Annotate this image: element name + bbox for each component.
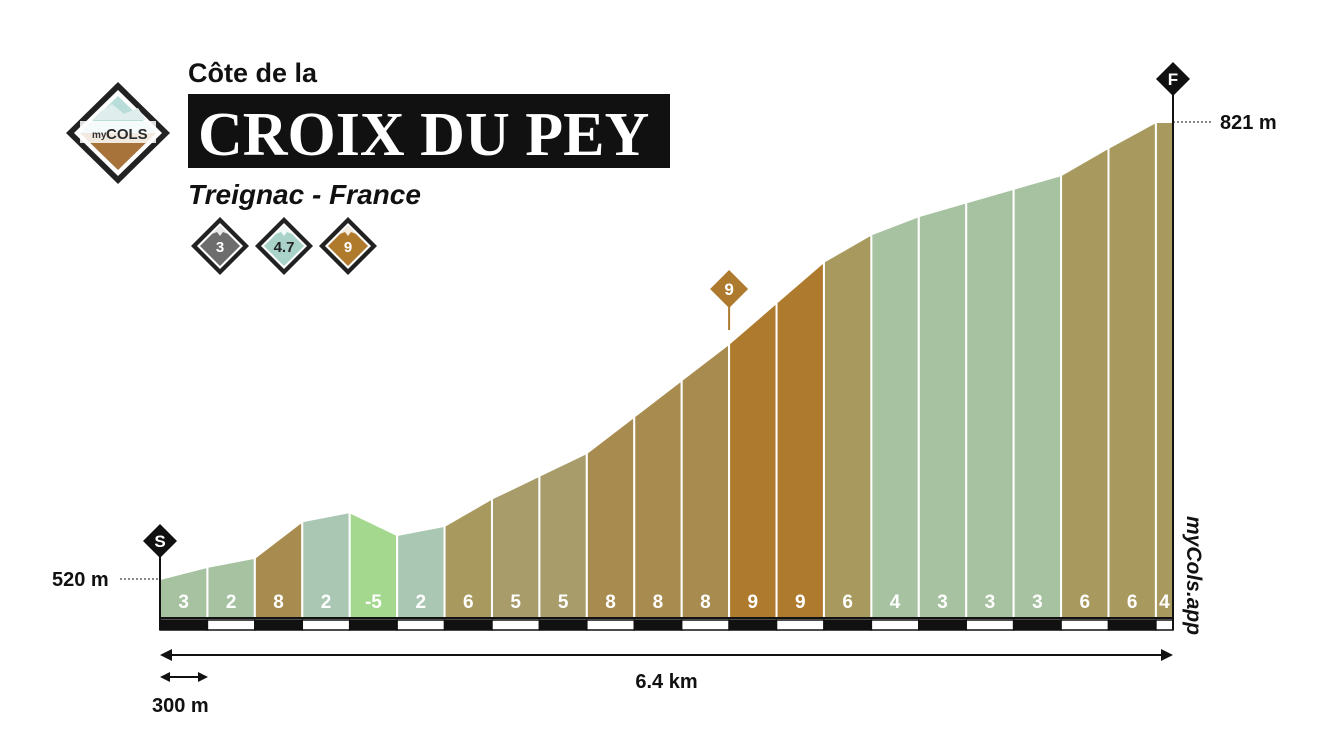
- scale-bar-tile: [775, 619, 825, 631]
- segment-gradient-label: 6: [463, 592, 474, 613]
- stat-badges: 3 4.7 9: [191, 217, 377, 275]
- gradient-segment: [917, 201, 968, 619]
- gradient-segment: [822, 232, 873, 619]
- title-banner: [188, 94, 670, 168]
- scale-bar-tile: [348, 619, 398, 631]
- scale-bar-tile: [870, 619, 920, 631]
- segment-gradient-label: 4: [1159, 592, 1170, 613]
- gradient-segment: [1060, 146, 1110, 619]
- segment-gradient-label: 3: [985, 592, 996, 613]
- brand-label: myCols.app: [1182, 516, 1205, 635]
- scale-bar-tile: [728, 619, 778, 631]
- gradient-segment: [870, 214, 920, 619]
- logo-text-cols: COLS: [106, 126, 148, 143]
- gradient-segment: [585, 414, 636, 619]
- logo-text-my: my: [92, 130, 107, 141]
- scale-bar-tile: [586, 619, 636, 631]
- scale-bar-tile: [254, 619, 304, 631]
- badge-fill: [264, 226, 304, 266]
- badge-peak: [212, 226, 228, 236]
- segment-gradient-label: 3: [178, 592, 189, 613]
- average-gradient-diamond-icon: 4.7: [255, 217, 313, 275]
- scale-bar-tile: [918, 619, 967, 631]
- gradient-segment: [728, 300, 778, 619]
- climb-location: Treignac - France: [188, 179, 421, 210]
- scale-bar-tile: [206, 619, 256, 631]
- scale-bar-tile: [159, 619, 209, 631]
- segment-gradient-label: 8: [605, 592, 616, 613]
- segment-gradient-label: 8: [273, 592, 284, 613]
- segment-gradient-label: 2: [321, 592, 332, 613]
- scale-bar-tile: [1107, 619, 1157, 631]
- finish-marker-shape: [1156, 62, 1190, 96]
- climb-subtitle: Côte de la: [188, 58, 318, 88]
- distance-arrow-left-icon: [160, 649, 172, 661]
- distance-label: 6.4 km: [635, 671, 697, 693]
- finish-elevation-label: 821 m: [1220, 112, 1277, 134]
- scale-bar-tile: [396, 619, 446, 631]
- scale-bar-tile: [1155, 619, 1174, 631]
- segment-gradient-label: 6: [1080, 592, 1091, 613]
- segment-gradient-label: 9: [795, 592, 806, 613]
- badge-value: 3: [216, 239, 224, 256]
- max-gradient-diamond-icon: 9: [319, 217, 377, 275]
- max-gradient-marker-shape: [710, 270, 749, 308]
- scale-bar-tile: [965, 619, 1015, 631]
- scale-bar-tile: [1060, 619, 1110, 631]
- gradient-segment: [680, 341, 731, 619]
- gradient-segment: [775, 259, 825, 619]
- start-marker-shape: [143, 524, 177, 558]
- scale-bar-tile: [301, 619, 351, 631]
- badge-value: 4.7: [274, 239, 295, 256]
- scale-bar-tile: [491, 619, 541, 631]
- scale-bar-tile: [1012, 619, 1062, 631]
- climb-title: CROIX DU PEY: [198, 101, 649, 169]
- scale-bar-tile: [538, 619, 588, 631]
- segment-gradient-label: 8: [653, 592, 664, 613]
- scale-bar-tile: [680, 619, 730, 631]
- difficulty-diamond-icon: 3: [191, 217, 249, 275]
- gradient-segment: [965, 187, 1015, 619]
- max-gradient-marker: 9: [710, 270, 749, 308]
- gradient-segment: [1012, 173, 1063, 619]
- segment-gradient-label: 5: [510, 592, 521, 613]
- start-marker-label: S: [154, 532, 165, 551]
- segment-gradient-label: 3: [937, 592, 948, 613]
- scale-bar-tile: [633, 619, 683, 631]
- gradient-segment: [1154, 121, 1174, 619]
- segment-gradient-label: 4: [890, 592, 901, 613]
- segment-gradient-label: 2: [416, 592, 427, 613]
- finish-marker: F: [1156, 62, 1190, 96]
- segment-gradient-label: 8: [700, 592, 711, 613]
- scale-arrow-right-icon: [198, 672, 208, 682]
- segment-gradient-label: 9: [748, 592, 759, 613]
- start-marker: S: [143, 524, 177, 558]
- badge-value: 9: [344, 239, 352, 256]
- badge-fill: [200, 226, 240, 266]
- badge-peak: [276, 226, 292, 236]
- segment-gradient-label: 6: [842, 592, 853, 613]
- scale-arrow-left-icon: [160, 672, 170, 682]
- segment-gradient-label: -5: [365, 592, 382, 613]
- scale-bar-tile: [823, 619, 873, 631]
- distance-arrow-right-icon: [1161, 649, 1173, 661]
- start-elevation-label: 520 m: [52, 569, 109, 591]
- gradient-segment: [633, 378, 683, 619]
- gradient-segment: [1107, 120, 1157, 619]
- segment-gradient-label: 5: [558, 592, 569, 613]
- badge-fill: [328, 226, 368, 266]
- segment-gradient-label: 6: [1127, 592, 1138, 613]
- segment-gradient-label: 3: [1032, 592, 1043, 613]
- max-gradient-marker-label: 9: [724, 280, 733, 299]
- mycols-logo: my COLS: [66, 82, 170, 184]
- finish-marker-label: F: [1168, 70, 1178, 89]
- scale-bar-tile: [443, 619, 493, 631]
- segment-gradient-label: 2: [226, 592, 237, 613]
- badge-peak: [340, 226, 356, 236]
- scale-label: 300 m: [152, 695, 209, 717]
